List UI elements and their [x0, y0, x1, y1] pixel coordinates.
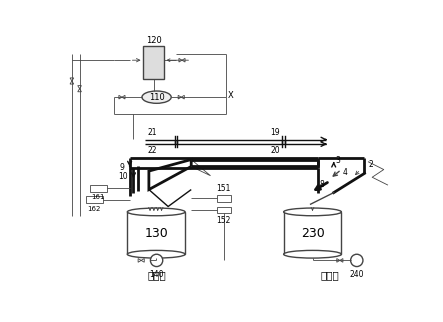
Text: 二系列: 二系列 — [320, 270, 339, 280]
Text: 3: 3 — [335, 156, 340, 165]
Text: 151: 151 — [216, 184, 231, 193]
Text: 230: 230 — [301, 227, 324, 240]
Ellipse shape — [142, 91, 171, 103]
Bar — [284, 212, 342, 254]
Text: 240: 240 — [350, 270, 364, 279]
Text: 一系列: 一系列 — [147, 270, 166, 280]
Ellipse shape — [284, 251, 342, 258]
Text: 21: 21 — [148, 128, 157, 137]
Bar — [144, 46, 163, 79]
Circle shape — [151, 254, 163, 267]
Text: 4: 4 — [343, 168, 348, 177]
Text: 19: 19 — [271, 128, 280, 137]
Text: 162: 162 — [88, 206, 101, 212]
Text: 2: 2 — [368, 160, 373, 169]
Circle shape — [350, 254, 363, 267]
Ellipse shape — [284, 208, 342, 216]
Ellipse shape — [127, 208, 185, 216]
Text: 22: 22 — [148, 146, 157, 155]
Text: 10: 10 — [118, 172, 128, 181]
Bar — [86, 196, 103, 204]
Text: 152: 152 — [216, 216, 231, 225]
Bar — [217, 195, 230, 202]
Text: 120: 120 — [146, 36, 161, 45]
Text: X: X — [227, 91, 233, 100]
Text: 8: 8 — [320, 180, 324, 189]
Text: 20: 20 — [271, 146, 280, 155]
Text: 161: 161 — [91, 194, 105, 200]
Text: 130: 130 — [144, 227, 168, 240]
Ellipse shape — [127, 251, 185, 258]
Bar — [127, 212, 185, 254]
Text: 110: 110 — [149, 93, 164, 102]
Bar — [89, 185, 106, 192]
Text: 140: 140 — [149, 270, 164, 279]
Bar — [217, 206, 230, 213]
Text: 9: 9 — [119, 163, 124, 172]
